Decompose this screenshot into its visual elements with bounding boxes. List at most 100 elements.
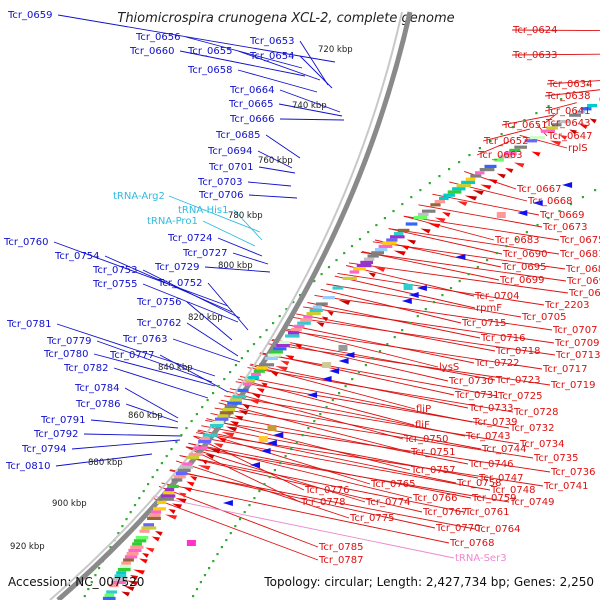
gene-label-right[interactable]: Tcr_0748 [490,485,535,496]
gene-label-right[interactable]: Tcr_0735 [533,453,578,464]
gene-label-right[interactable]: Tcr_0643 [545,118,590,129]
gene-label-right[interactable]: Tcr_0663 [477,150,522,161]
gene-label-right[interactable]: Tcr_0751 [410,447,455,458]
gene-label-left[interactable]: Tcr_0658 [187,65,232,76]
gene-label-left[interactable]: Tcr_0752 [157,278,202,289]
gene-label-left[interactable]: Tcr_0754 [54,251,99,262]
gene-label-right[interactable]: Tcr_0766 [412,493,457,504]
gene-label-left[interactable]: Tcr_0664 [229,85,274,96]
trna-label[interactable]: tRNA-Arg2 [113,191,165,202]
gene-label-left[interactable]: Tcr_0777 [109,350,154,361]
gene-label-right[interactable]: Tcr_0767 [422,507,467,518]
gene-label-right[interactable]: Tcr_0765 [370,479,415,490]
gene-label-left[interactable]: Tcr_0724 [167,233,212,244]
gene-label-right[interactable]: Tcr_0775 [349,513,394,524]
gene-label-right[interactable]: Tcr_0651 [502,120,547,131]
gene-label-right[interactable]: Tcr_0713 [555,350,600,361]
gene-label-left[interactable]: Tcr_0654 [249,51,294,62]
gene-label-right[interactable]: Tcr_0673 [542,222,587,233]
gene-label-right[interactable]: Tcr_0647 [547,131,592,142]
gene-label-right[interactable]: Tcr_0715 [461,318,506,329]
gene-label-left[interactable]: Tcr_0794 [21,444,66,455]
gene-label-right[interactable]: Tcr_0716 [480,333,525,344]
gene-label-left[interactable]: Tcr_0655 [187,46,232,57]
trna-label[interactable]: tRNA-Ser3 [455,553,507,564]
gene-label-right[interactable]: Tcr_0707 [552,325,597,336]
gene-label-right[interactable]: Tcr_0744 [481,444,526,455]
gene-label-left[interactable]: Tcr_0786 [75,399,120,410]
gene-label-right[interactable]: Tcr_0734 [519,439,564,450]
gene-label-left[interactable]: Tcr_0706 [198,190,243,201]
gene-label-right[interactable]: fliF [415,420,430,431]
gene-label-left[interactable]: Tcr_0755 [92,279,137,290]
gene-label-right[interactable]: Tcr_0768 [449,538,494,549]
gene-label-left[interactable]: Tcr_0665 [228,99,273,110]
gene-label-right[interactable]: Tcr_0747 [478,473,523,484]
gene-label-right[interactable]: Tcr_0736 [550,467,595,478]
gene-label-left[interactable]: Tcr_0666 [229,114,274,125]
gene-label-left[interactable]: Tcr_0763 [122,334,167,345]
gene-label-right[interactable]: Tcr_0668 [527,196,572,207]
gene-label-left[interactable]: Tcr_0784 [74,383,119,394]
gene-label-left[interactable]: Tcr_0779 [46,336,91,347]
gene-label-left[interactable]: Tcr_0694 [207,146,252,157]
gene-label-right[interactable]: Tcr_0709 [554,338,599,349]
gene-label-right[interactable]: Tcr_0761 [464,507,509,518]
gene-label-left[interactable]: Tcr_0703 [197,177,242,188]
gene-label-right[interactable]: Tcr_0683 [494,235,539,246]
gene-label-left[interactable]: Tcr_0659 [7,10,52,21]
gene-label-right[interactable]: Tcr_0746 [468,459,513,470]
gene-label-left[interactable]: Tcr_0653 [249,36,294,47]
gene-label-left[interactable]: Tcr_0756 [136,297,181,308]
gene-label-right[interactable]: rplS [568,143,588,154]
gene-label-right[interactable]: Tcr_0638 [545,91,590,102]
gene-label-left[interactable]: Tcr_0760 [3,237,48,248]
gene-label-right[interactable]: Tcr_0704 [474,291,519,302]
gene-label-right[interactable]: Tcr_0624 [512,25,557,36]
gene-label-left[interactable]: Tcr_0781 [6,319,51,330]
gene-label-right[interactable]: Tcr_0723 [495,375,540,386]
gene-label-right[interactable]: Tcr_0695 [501,262,546,273]
gene-label-right[interactable]: Tcr_2203 [544,300,589,311]
gene-label-right[interactable]: Tcr_0731 [454,390,499,401]
gene-label-right[interactable]: lysS [439,362,459,373]
trna-label[interactable]: tRNA-Pro1 [147,216,198,227]
gene-label-left[interactable]: Tcr_0727 [182,248,227,259]
gene-label-right[interactable]: Tcr_0732 [509,423,554,434]
gene-label-right[interactable]: Tcr_0743 [465,431,510,442]
gene-label-right[interactable]: Tcr_0774 [365,497,410,508]
gene-label-left[interactable]: Tcr_0782 [63,363,108,374]
gene-label-right[interactable]: Tcr_0690 [502,249,547,260]
gene-label-left[interactable]: Tcr_0780 [43,349,88,360]
gene-label-left[interactable]: Tcr_0753 [92,265,137,276]
gene-label-right[interactable]: Tcr_0757 [410,465,455,476]
gene-label-right[interactable]: Tcr_0728 [513,407,558,418]
gene-label-right[interactable]: Tcr_0633 [512,50,557,61]
gene-label-right[interactable]: Tcr_0787 [318,555,363,566]
gene-label-right[interactable]: Tcr_0717 [542,364,587,375]
gene-label-right[interactable]: Tcr_0641 [545,106,590,117]
gene-label-right[interactable]: Tcr_0681 [559,249,600,260]
gene-label-right[interactable]: Tcr_0725 [497,391,542,402]
gene-label-right[interactable]: Tcr_0739 [472,417,517,428]
gene-label-right[interactable]: Tcr_0778 [300,497,345,508]
gene-label-right[interactable]: rpmF [476,303,502,314]
gene-label-right[interactable]: Tcr_0667 [516,184,561,195]
gene-label-right[interactable]: Tcr_0686 [565,264,600,275]
gene-label-right[interactable]: Tcr_0652 [483,136,528,147]
gene-label-right[interactable]: Tcr_0730 [448,376,493,387]
gene-label-left[interactable]: Tcr_0656 [135,32,180,43]
gene-label-right[interactable]: Tcr_0675 [559,235,600,246]
gene-label-right[interactable]: Tcr_0733 [468,403,513,414]
gene-label-left[interactable]: Tcr_0701 [208,162,253,173]
gene-label-right[interactable]: Tcr_0758 [456,478,501,489]
gene-label-right[interactable]: Tcr_0776 [304,485,349,496]
gene-label-right[interactable]: Tcr_0692 [566,276,600,287]
gene-label-left[interactable]: Tcr_0810 [5,461,50,472]
gene-label-right[interactable]: Tcr_0722 [474,358,519,369]
gene-label-left[interactable]: Tcr_0791 [40,415,85,426]
gene-label-right[interactable]: Tcr_0759 [471,493,516,504]
trna-label[interactable]: tRNA-His1 [178,205,228,216]
gene-label-right[interactable]: Tcr_0634 [547,79,592,90]
gene-label-right[interactable]: Tcr_0770 [435,523,480,534]
